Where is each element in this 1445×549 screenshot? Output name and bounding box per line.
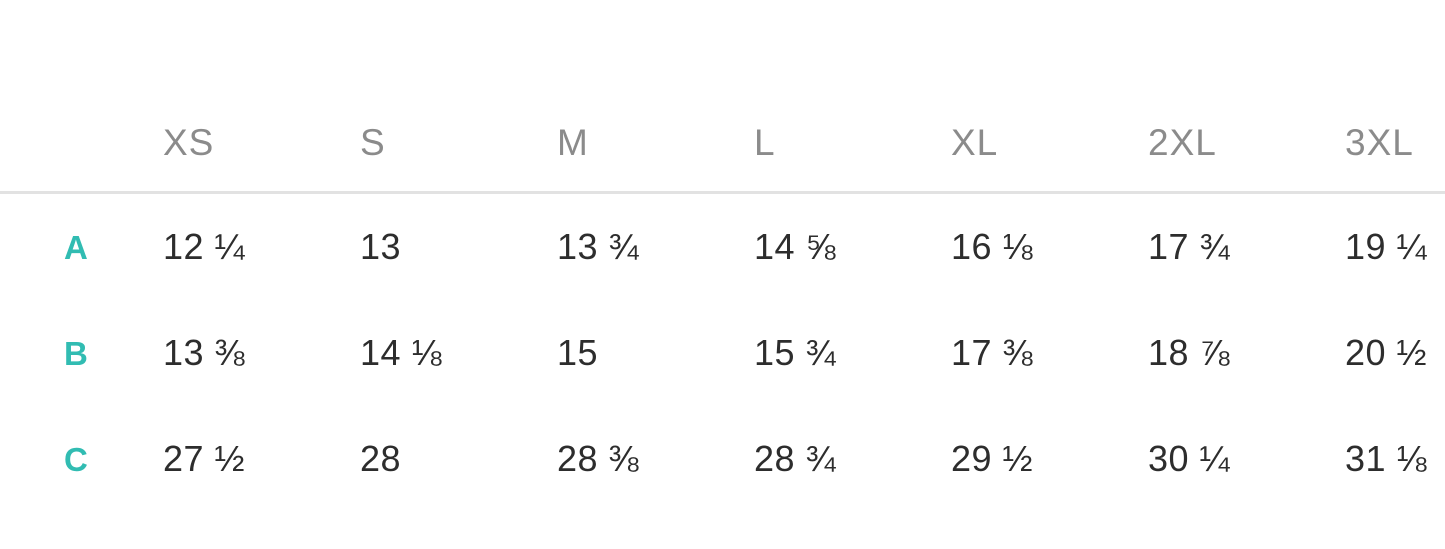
measurement-cell: 28 ⅜ bbox=[557, 438, 640, 479]
measurement-cell: 14 ⅛ bbox=[360, 332, 443, 373]
column-header-l: L bbox=[754, 122, 776, 163]
row-label-b: B bbox=[64, 334, 88, 372]
measurement-cell: 13 ¾ bbox=[557, 226, 640, 267]
column-header-m: M bbox=[557, 122, 589, 163]
measurement-cell: 20 ½ bbox=[1345, 332, 1428, 373]
row-label-c: C bbox=[64, 440, 88, 478]
column-header-2xl: 2XL bbox=[1148, 122, 1217, 163]
measurement-cell: 15 ¾ bbox=[754, 332, 837, 373]
measurement-cell: 30 ¼ bbox=[1148, 438, 1231, 479]
size-chart-header-row: XS S M L XL 2XL 3XL bbox=[0, 0, 1445, 194]
measurement-cell: 15 bbox=[557, 332, 599, 373]
table-row-c: C 27 ½ 28 28 ⅜ 28 ¾ 29 ½ 30 ¼ 31 ⅛ bbox=[0, 406, 1445, 512]
column-header-xs: XS bbox=[163, 122, 215, 163]
measurement-cell: 17 ¾ bbox=[1148, 226, 1231, 267]
measurement-cell: 13 bbox=[360, 226, 402, 267]
row-label-a: A bbox=[64, 228, 88, 266]
measurement-cell: 13 ⅜ bbox=[163, 332, 246, 373]
measurement-cell: 27 ½ bbox=[163, 438, 246, 479]
measurement-cell: 18 ⅞ bbox=[1148, 332, 1231, 373]
measurement-cell: 28 bbox=[360, 438, 402, 479]
measurement-cell: 19 ¼ bbox=[1345, 226, 1428, 267]
column-header-s: S bbox=[360, 122, 386, 163]
table-row-a: A 12 ¼ 13 13 ¾ 14 ⅝ 16 ⅛ 17 ¾ 19 ¼ bbox=[0, 194, 1445, 300]
measurement-cell: 28 ¾ bbox=[754, 438, 837, 479]
measurement-cell: 12 ¼ bbox=[163, 226, 246, 267]
column-header-3xl: 3XL bbox=[1345, 122, 1414, 163]
measurement-cell: 17 ⅜ bbox=[951, 332, 1034, 373]
measurement-cell: 14 ⅝ bbox=[754, 226, 837, 267]
measurement-cell: 31 ⅛ bbox=[1345, 438, 1428, 479]
table-row-b: B 13 ⅜ 14 ⅛ 15 15 ¾ 17 ⅜ 18 ⅞ 20 ½ bbox=[0, 300, 1445, 406]
measurement-cell: 29 ½ bbox=[951, 438, 1034, 479]
column-header-xl: XL bbox=[951, 122, 999, 163]
measurement-cell: 16 ⅛ bbox=[951, 226, 1034, 267]
